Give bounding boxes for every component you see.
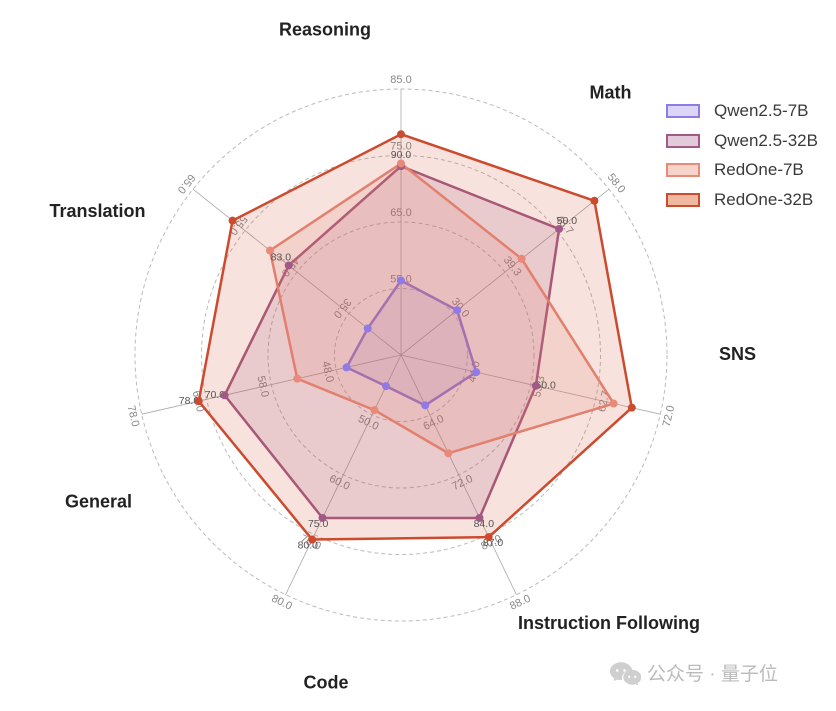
svg-text:Reasoning: Reasoning	[279, 19, 371, 39]
svg-text:90.0: 90.0	[391, 149, 412, 161]
svg-text:Instruction Following: Instruction Following	[518, 613, 700, 633]
svg-text:Translation: Translation	[49, 201, 145, 221]
svg-text:Code: Code	[304, 672, 349, 692]
svg-text:85.0: 85.0	[390, 74, 411, 86]
svg-text:General: General	[65, 492, 132, 512]
svg-text:Math: Math	[590, 83, 632, 103]
svg-text:SNS: SNS	[719, 344, 756, 364]
